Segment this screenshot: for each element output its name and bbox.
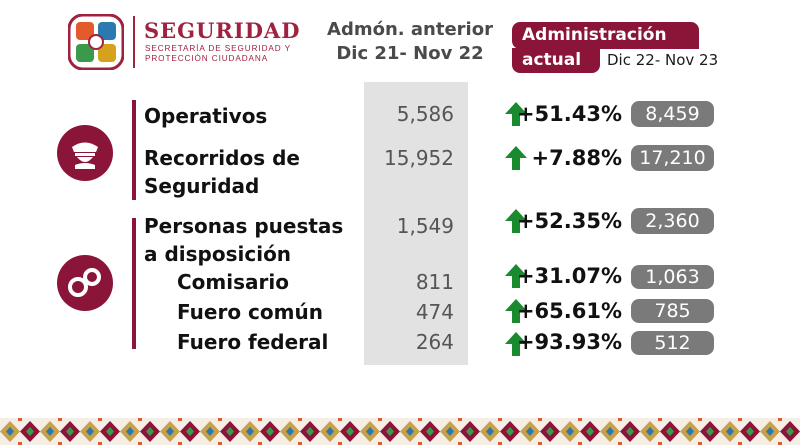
row-label-fuero-comun: Fuero común — [177, 300, 323, 324]
coat-of-arms-logo — [67, 13, 125, 71]
curr-value-fuero-federal: 512 — [631, 331, 714, 355]
current-admin-dates: Dic 22- Nov 23 — [607, 51, 719, 69]
row-label-recorridos-2: Seguridad — [144, 174, 260, 198]
row-label-personas-1: Personas puestas — [144, 214, 344, 238]
pct-change-operativos: +51.43% — [516, 102, 622, 126]
prev-value-recorridos: 15,952 — [384, 146, 454, 170]
curr-value-comisario: 1,063 — [631, 265, 714, 289]
up-arrow-icon — [505, 209, 527, 233]
brand-subtitle-line-1: SECRETARÍA DE SEGURIDAD Y — [145, 44, 291, 53]
prev-value-fuero-federal: 264 — [415, 330, 454, 354]
brand-subtitle-line-2: PROTECCIÓN CIUDADANA — [145, 54, 269, 63]
prev-value-comisario: 811 — [415, 270, 454, 294]
current-admin-title: Administración — [512, 22, 699, 49]
previous-admin-title: Admón. anterior — [327, 19, 493, 40]
section-bar-detentions — [132, 218, 136, 349]
pct-change-personas: +52.35% — [516, 209, 622, 233]
row-label-fuero-federal: Fuero federal — [177, 330, 329, 354]
pct-change-fuero-federal: +93.93% — [516, 330, 622, 354]
police-cap-icon — [57, 125, 113, 181]
row-label-comisario: Comisario — [177, 270, 289, 294]
decorative-pattern-strip — [0, 418, 800, 445]
row-label-recorridos-1: Recorridos de — [144, 146, 300, 170]
up-arrow-icon — [505, 264, 527, 288]
row-label-operativos: Operativos — [144, 104, 268, 128]
previous-values-column — [364, 82, 468, 365]
section-bar-security — [132, 100, 136, 200]
pct-change-recorridos: +7.88% — [531, 146, 622, 170]
pct-change-comisario: +31.07% — [516, 264, 622, 288]
handcuffs-icon — [57, 255, 113, 311]
curr-value-fuero-comun: 785 — [631, 299, 714, 323]
logo-divider — [133, 16, 135, 68]
curr-value-recorridos: 17,210 — [631, 145, 714, 171]
prev-value-operativos: 5,586 — [396, 102, 454, 126]
up-arrow-icon — [505, 102, 527, 126]
prev-value-personas: 1,549 — [396, 214, 454, 238]
brand-title: SEGURIDAD — [144, 18, 301, 43]
prev-value-fuero-comun: 474 — [415, 300, 454, 324]
previous-admin-header: Admón. anterior Dic 21- Nov 22 — [320, 18, 500, 66]
up-arrow-icon — [505, 332, 527, 356]
pct-change-fuero-comun: +65.61% — [516, 299, 622, 323]
row-label-personas-2: a disposición — [144, 242, 292, 266]
up-arrow-icon — [505, 299, 527, 323]
previous-admin-dates: Dic 21- Nov 22 — [336, 43, 484, 64]
curr-value-operativos: 8,459 — [631, 101, 714, 127]
up-arrow-icon — [505, 146, 527, 170]
current-admin-title-2: actual — [512, 48, 600, 73]
curr-value-personas: 2,360 — [631, 208, 714, 234]
